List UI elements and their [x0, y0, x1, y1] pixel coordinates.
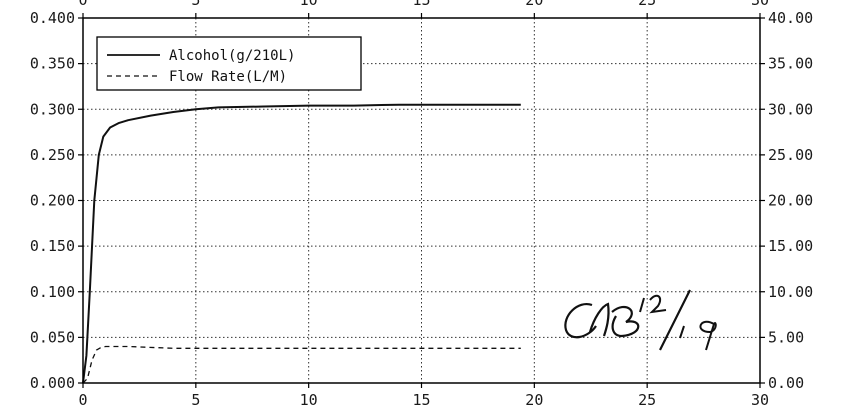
x-tick-label-top: 0: [78, 0, 87, 9]
x-tick-label: 20: [525, 391, 543, 409]
y-tick-label-right: 15.00: [768, 237, 813, 255]
signature-stroke: [649, 294, 667, 314]
signature-stroke: [659, 289, 691, 351]
y-tick-label-right: 25.00: [768, 146, 813, 164]
signature-stroke: [639, 297, 645, 313]
y-tick-label-right: 35.00: [768, 55, 813, 73]
x-tick-label-top: 20: [525, 0, 543, 9]
y-tick-label-left: 0.150: [30, 237, 75, 255]
y-tick-label-left: 0.250: [30, 146, 75, 164]
x-tick-label-top: 25: [638, 0, 656, 9]
y-axis-left: 0.000 0.050 0.100 0.150 0.200 0.250 0.300 0.350…: [30, 9, 83, 392]
series-line-flow-rate: [82, 345, 521, 384]
y-tick-label-left: 0.100: [30, 283, 75, 301]
y-tick-label-right: 40.00: [768, 9, 813, 27]
series-layer: [82, 103, 521, 384]
legend: Alcohol(g/210L) Flow Rate(L/M): [96, 36, 362, 91]
signature-stroke: [699, 320, 717, 351]
legend-box: [96, 36, 362, 91]
legend-label-flow-rate: Flow Rate(L/M): [169, 69, 287, 85]
x-tick-label-top: 10: [300, 0, 318, 9]
x-tick-label: 15: [412, 391, 430, 409]
y-tick-label-right: 30.00: [768, 100, 813, 118]
y-tick-label-right: 10.00: [768, 283, 813, 301]
x-tick-label: 25: [638, 391, 656, 409]
y-tick-label-left: 0.000: [30, 374, 75, 392]
legend-label-alcohol: Alcohol(g/210L): [169, 48, 295, 64]
x-tick-label-top: 30: [751, 0, 769, 9]
signature-stroke: [679, 325, 685, 339]
x-tick-label: 30: [751, 391, 769, 409]
x-tick-label-top: 15: [412, 0, 430, 9]
y-tick-label-right: 20.00: [768, 192, 813, 210]
signature-stroke: [588, 302, 610, 337]
x-tick-label: 5: [191, 391, 200, 409]
x-tick-label: 10: [300, 391, 318, 409]
x-axis-bottom: 0 5 10 15 20 25 30: [78, 383, 769, 409]
y-axis-right: 0.00 5.00 10.00 15.00 20.00 25.00 30.00 35.00 40…: [760, 9, 813, 392]
handwritten-signature: [564, 289, 717, 351]
y-tick-label-left: 0.200: [30, 192, 75, 210]
y-tick-label-left: 0.050: [30, 328, 75, 346]
x-tick-label: 0: [78, 391, 87, 409]
y-tick-label-left: 0.400: [30, 9, 75, 27]
series-line-alcohol: [82, 103, 521, 384]
x-tick-label-top: 5: [191, 0, 200, 9]
signature-stroke: [564, 302, 597, 339]
signature-stroke: [611, 305, 640, 338]
x-axis-top: 0 5 10 15 20 25 30: [78, 0, 769, 18]
y-tick-label-right: 0.00: [768, 374, 804, 392]
y-tick-label-right: 5.00: [768, 328, 804, 346]
y-tick-label-left: 0.300: [30, 100, 75, 118]
y-tick-label-left: 0.350: [30, 55, 75, 73]
